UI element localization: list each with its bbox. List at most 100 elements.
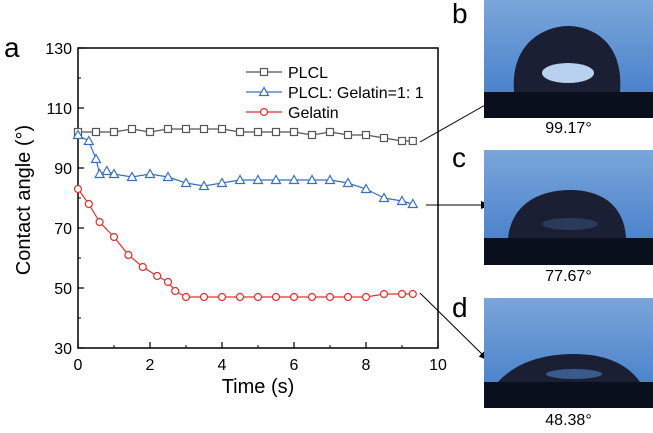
arrow-to-photo-b — [419, 99, 495, 143]
data-point — [171, 286, 180, 296]
legend-entry-2: Gelatin — [246, 105, 339, 122]
data-point — [235, 127, 245, 137]
legend-label: PLCL: Gelatin=1: 1 — [288, 85, 424, 102]
data-point — [379, 289, 389, 299]
data-point — [235, 292, 245, 302]
data-point — [407, 198, 419, 209]
data-point — [343, 292, 353, 302]
series-1 — [72, 129, 419, 209]
data-point — [234, 174, 246, 185]
droplet-photo-c — [484, 150, 653, 265]
data-point — [108, 168, 120, 179]
data-point — [109, 127, 119, 137]
x-tick-label: 10 — [429, 357, 447, 374]
droplet-photo-d — [484, 298, 653, 408]
data-point — [324, 174, 336, 185]
data-point — [101, 165, 113, 176]
data-point — [289, 292, 299, 302]
plot-series — [72, 124, 419, 302]
y-tick-label: 110 — [46, 101, 72, 118]
x-tick-label: 6 — [290, 357, 299, 374]
x-tick-label: 8 — [362, 357, 371, 374]
data-point — [126, 171, 138, 182]
data-point — [127, 124, 137, 134]
data-point — [73, 184, 83, 194]
angle-label-d: 48.38° — [545, 412, 592, 429]
data-point — [163, 277, 173, 287]
data-point — [199, 292, 209, 302]
data-point — [181, 292, 191, 302]
data-point — [180, 177, 192, 188]
legend-label: Gelatin — [288, 105, 339, 122]
data-point — [379, 133, 389, 143]
y-tick-label: 70 — [54, 221, 72, 238]
chart-legend: PLCL PLCL: Gelatin=1: 1 Gelatin — [246, 65, 424, 122]
series-2 — [73, 184, 417, 302]
data-point — [144, 168, 156, 179]
legend-entry-0: PLCL — [246, 65, 328, 82]
y-tick-label: 90 — [54, 161, 72, 178]
data-point — [271, 292, 281, 302]
data-point — [342, 177, 354, 188]
data-point — [360, 183, 372, 194]
data-point — [217, 292, 227, 302]
series-line — [77, 134, 413, 205]
data-point — [163, 124, 173, 134]
data-point — [343, 130, 353, 140]
legend-marker — [259, 107, 269, 117]
droplet-photo-b — [484, 0, 653, 118]
x-axis-label: Time (s) — [222, 376, 295, 398]
data-point — [91, 127, 101, 137]
data-point — [199, 124, 209, 134]
data-point — [289, 127, 299, 137]
data-point — [153, 271, 162, 281]
data-point — [361, 292, 371, 302]
data-point — [198, 180, 210, 191]
angle-label-c: 77.67° — [545, 268, 592, 285]
legend-marker — [259, 67, 269, 77]
x-tick-label: 2 — [146, 357, 155, 374]
y-tick-label: 130 — [45, 41, 72, 58]
data-point — [83, 135, 95, 146]
data-point — [325, 127, 335, 137]
data-point — [109, 232, 119, 242]
data-point — [124, 250, 133, 260]
data-point — [307, 292, 317, 302]
data-point — [253, 292, 263, 302]
panel-label-b: b — [452, 0, 468, 29]
series-line — [77, 188, 413, 298]
data-point — [95, 217, 104, 227]
data-point — [138, 262, 147, 272]
data-point — [145, 127, 155, 137]
arrow-to-photo-d — [419, 292, 489, 361]
data-point — [162, 171, 174, 182]
plot-axes: 0 2 4 6 8 10 30 50 70 90 110 130 — [45, 41, 447, 374]
data-point — [271, 127, 281, 137]
panel-label-a: a — [4, 32, 20, 63]
y-axis-label: Contact angle (°) — [13, 125, 35, 275]
data-point — [325, 292, 335, 302]
data-point — [408, 289, 417, 299]
panel-label-d: d — [452, 292, 468, 323]
data-point — [216, 177, 228, 188]
data-point — [361, 130, 371, 140]
data-point — [94, 168, 106, 179]
data-point — [253, 127, 263, 137]
angle-label-b: 99.17° — [545, 120, 592, 137]
data-point — [397, 136, 407, 146]
data-point — [397, 289, 407, 299]
series-0 — [73, 124, 417, 146]
legend-entry-1: PLCL: Gelatin=1: 1 — [246, 85, 424, 102]
data-point — [396, 195, 408, 206]
data-point — [408, 136, 417, 146]
legend-label: PLCL — [288, 65, 328, 82]
data-point — [307, 130, 317, 140]
data-point — [288, 174, 300, 185]
data-point — [181, 124, 191, 134]
data-point — [90, 153, 102, 164]
data-point — [252, 174, 264, 185]
legend-marker — [258, 86, 270, 97]
panel-label-c: c — [452, 142, 466, 173]
data-point — [72, 129, 84, 140]
